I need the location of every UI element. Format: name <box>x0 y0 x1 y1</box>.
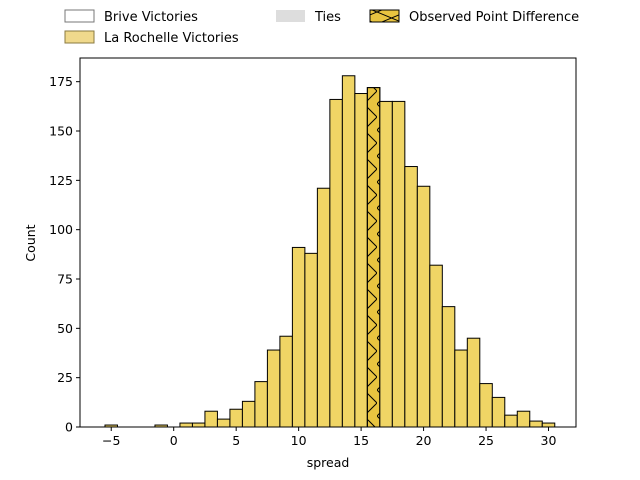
histogram-bar <box>404 166 418 428</box>
y-tick-label: 50 <box>57 321 73 336</box>
x-axis-label: spread <box>307 455 350 470</box>
y-tick-label: 100 <box>49 222 73 237</box>
legend-swatch-observed-hatch <box>369 9 400 23</box>
y-tick-label: 0 <box>65 420 73 435</box>
histogram-bar <box>479 383 493 428</box>
histogram-bar <box>304 252 318 428</box>
histogram-bar <box>429 264 443 428</box>
histogram-bar <box>516 410 531 428</box>
legend-item-brive: Brive Victories <box>64 9 198 25</box>
x-tick-label: −5 <box>102 433 120 448</box>
y-axis-label: Count <box>23 224 38 261</box>
legend-swatch-brive <box>64 9 95 23</box>
histogram-bar <box>441 306 456 428</box>
histogram-bar <box>466 337 481 428</box>
histogram-bar <box>329 98 343 428</box>
x-tick-label: 25 <box>478 433 494 448</box>
histogram-bar <box>266 349 281 428</box>
x-tick-label: 0 <box>170 433 178 448</box>
histogram-bar <box>504 414 518 428</box>
legend-label-brive: Brive Victories <box>104 10 198 25</box>
y-axis-ticks: 0 25 50 75 100 125 150 175 <box>49 74 80 435</box>
y-tick-label: 25 <box>57 370 73 385</box>
x-tick-label: 30 <box>541 433 557 448</box>
observed-bar-hatch <box>366 87 381 428</box>
histogram-bar <box>241 400 256 428</box>
legend-swatch-la-rochelle <box>64 30 95 44</box>
legend-item-la-rochelle: La Rochelle Victories <box>64 30 239 46</box>
legend-swatch-ties <box>276 10 305 22</box>
x-tick-label: 10 <box>291 433 307 448</box>
y-tick-label: 175 <box>49 74 73 89</box>
y-tick-label: 75 <box>57 272 73 287</box>
histogram-bar <box>254 381 268 428</box>
histogram-bar <box>491 396 506 428</box>
x-tick-label: 20 <box>416 433 432 448</box>
legend-label-observed: Observed Point Difference <box>409 10 579 25</box>
legend: Brive Victories La Rochelle Victories Ti… <box>64 9 579 46</box>
histogram-bar <box>316 187 331 428</box>
histogram-bar <box>454 349 468 428</box>
x-axis-ticks: −5 0 5 10 15 20 25 30 <box>102 427 557 448</box>
x-tick-label: 15 <box>353 433 369 448</box>
legend-label-ties: Ties <box>314 10 341 25</box>
legend-item-ties: Ties <box>276 10 341 25</box>
histogram-bar <box>204 410 218 428</box>
histogram-bar <box>191 422 206 428</box>
bars-group <box>104 75 556 428</box>
histogram-bar <box>541 422 556 428</box>
histogram-bar <box>354 93 368 428</box>
x-tick-label: 5 <box>232 433 240 448</box>
histogram-bar <box>529 420 543 428</box>
histogram-bar <box>341 75 356 428</box>
plot-frame <box>79 57 577 428</box>
y-tick-label: 150 <box>49 124 73 139</box>
histogram-bar <box>179 422 193 428</box>
histogram-bar <box>291 246 306 428</box>
histogram-bar <box>279 335 293 428</box>
histogram-bar <box>391 100 406 428</box>
legend-label-la-rochelle: La Rochelle Victories <box>104 31 239 46</box>
histogram-bar <box>379 100 393 428</box>
histogram-bar <box>416 185 431 428</box>
histogram-bar <box>229 408 243 428</box>
y-tick-label: 125 <box>49 173 73 188</box>
legend-item-observed: Observed Point Difference <box>369 9 579 25</box>
histogram-bar <box>216 418 231 428</box>
